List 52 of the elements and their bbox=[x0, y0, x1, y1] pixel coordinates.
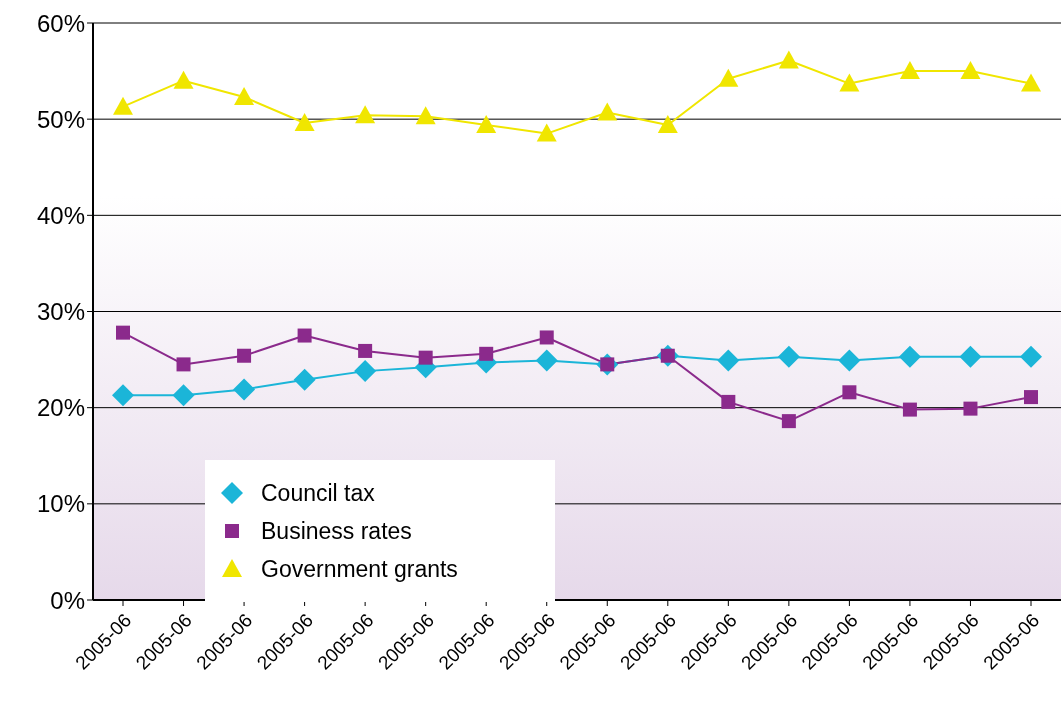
point bbox=[116, 325, 130, 340]
point bbox=[1024, 390, 1038, 405]
point bbox=[1020, 345, 1042, 368]
point bbox=[294, 113, 315, 132]
point bbox=[293, 368, 316, 391]
point bbox=[963, 401, 978, 416]
point bbox=[898, 345, 921, 368]
legend-label: Government grants bbox=[261, 555, 458, 583]
point bbox=[657, 114, 678, 133]
point bbox=[539, 330, 554, 345]
point bbox=[172, 384, 195, 407]
legend-label: Council tax bbox=[261, 479, 375, 507]
point bbox=[237, 348, 252, 363]
point bbox=[358, 343, 373, 358]
point bbox=[476, 114, 497, 133]
point bbox=[902, 402, 917, 417]
y-tick-label: 20% bbox=[36, 394, 85, 422]
point bbox=[1021, 73, 1041, 92]
y-tick-label: 60% bbox=[36, 9, 85, 37]
point bbox=[418, 350, 433, 365]
point bbox=[718, 68, 739, 87]
point bbox=[479, 346, 494, 361]
point bbox=[899, 61, 920, 80]
point bbox=[781, 414, 796, 429]
point bbox=[112, 384, 134, 407]
point bbox=[173, 70, 194, 89]
point bbox=[777, 345, 800, 368]
point bbox=[597, 102, 618, 121]
point bbox=[842, 385, 857, 400]
point bbox=[176, 357, 191, 372]
point bbox=[113, 96, 133, 115]
y-tick-label: 30% bbox=[36, 298, 85, 326]
point bbox=[536, 123, 557, 142]
point bbox=[839, 73, 860, 92]
y-tick-label: 10% bbox=[36, 490, 85, 518]
point bbox=[717, 349, 740, 372]
point bbox=[354, 360, 377, 383]
legend-label: Business rates bbox=[261, 517, 412, 545]
point bbox=[233, 378, 256, 401]
point bbox=[415, 106, 436, 125]
point bbox=[838, 349, 861, 372]
point bbox=[355, 105, 376, 124]
point bbox=[721, 394, 736, 409]
y-tick-label: 40% bbox=[36, 201, 85, 229]
y-tick-label: 0% bbox=[50, 586, 85, 614]
point bbox=[297, 328, 312, 343]
y-tick-label: 50% bbox=[36, 105, 85, 133]
point bbox=[959, 345, 982, 368]
point bbox=[535, 349, 558, 372]
point bbox=[960, 61, 981, 80]
point bbox=[234, 87, 255, 106]
point bbox=[778, 50, 799, 69]
